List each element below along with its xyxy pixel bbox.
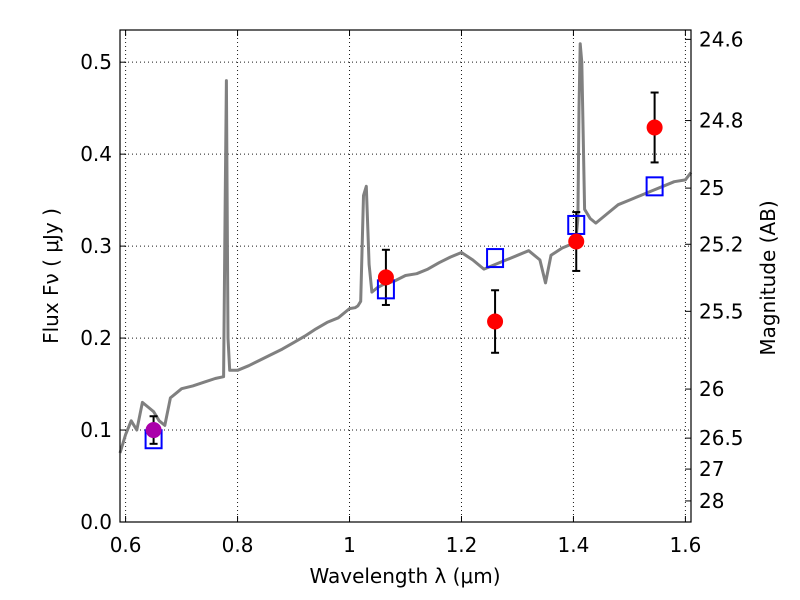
- x-tick-label: 1.6: [669, 533, 701, 557]
- right-tick-label: 28: [699, 489, 724, 513]
- plot-frame: [119, 29, 692, 523]
- x-tick-label: 1.2: [446, 533, 478, 557]
- model-photometry-square: [486, 248, 505, 269]
- right-tick-label: 25.5: [699, 299, 744, 323]
- observed-photometry-point: [646, 119, 663, 136]
- model-photometry-square: [645, 176, 664, 197]
- right-tick-label: 25.2: [699, 232, 744, 256]
- spectrum-line: [118, 42, 693, 454]
- right-tick-label: 24.6: [699, 27, 744, 51]
- x-axis-label: Wavelength λ (μm): [309, 564, 500, 588]
- x-tick-label: 0.6: [110, 533, 142, 557]
- spectrum-layer: [118, 42, 693, 454]
- x-tick-label: 0.8: [222, 533, 254, 557]
- observed-photometry-point: [145, 422, 162, 439]
- y-tick-label: 0.0: [80, 510, 112, 534]
- y-tick-label: 0.2: [80, 326, 112, 350]
- y-tick-label: 0.4: [80, 142, 112, 166]
- tick-layer: 0.6 0.8 1 1.2 1.4 1.6 0.0 0.1 0.2 0.3 0.4 0.5 24.6 24…: [80, 27, 743, 557]
- observed-photometry-point: [487, 313, 504, 330]
- observed-photometry-point: [377, 269, 394, 286]
- observed-photometry-point: [568, 233, 585, 250]
- x-tick-label: 1: [343, 533, 356, 557]
- right-tick-label: 26: [699, 377, 724, 401]
- right-tick-label: 25: [699, 176, 724, 200]
- marker-layer: [144, 119, 664, 450]
- y-tick-label: 0.3: [80, 234, 112, 258]
- x-tick-label: 1.4: [558, 533, 590, 557]
- right-tick-label: 26.5: [699, 426, 744, 450]
- y-tick-label: 0.1: [80, 418, 112, 442]
- y-tick-label: 0.5: [80, 50, 112, 74]
- right-axis-label: Magnitude (AB): [756, 200, 780, 355]
- right-tick-label: 24.8: [699, 109, 744, 133]
- right-tick-label: 27: [699, 457, 724, 481]
- y-axis-label: Flux Fν ( μJy ): [39, 208, 63, 344]
